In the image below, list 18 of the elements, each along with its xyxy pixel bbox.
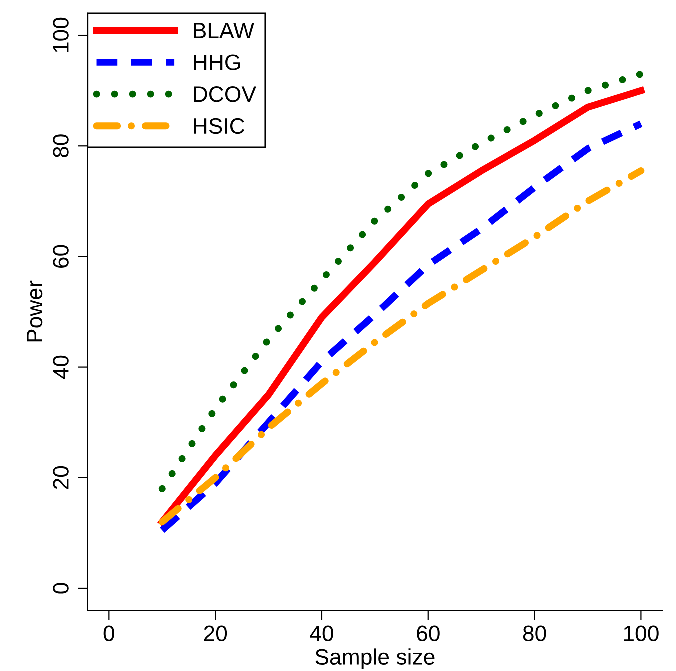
y-axis-title: Power: [27, 280, 43, 342]
legend-label: DCOV: [194, 86, 256, 102]
x-tick-label: 80: [523, 626, 546, 642]
legend-label: HSIC: [194, 118, 245, 134]
y-tick-label: 80: [53, 134, 69, 158]
y-tick-label: 0: [53, 583, 69, 594]
x-tick-label: 20: [204, 626, 228, 642]
y-tick-label: 20: [53, 466, 69, 490]
y-tick-label: 100: [53, 18, 69, 52]
x-tick-label: 40: [310, 626, 334, 642]
y-tick-label: 40: [53, 356, 69, 380]
x-tick-label: 60: [417, 626, 440, 642]
y-tick-label: 60: [53, 245, 69, 268]
x-tick-label: 0: [104, 626, 114, 642]
x-tick-label: 100: [624, 626, 659, 642]
x-axis-title: Sample size: [316, 648, 435, 670]
legend-label: BLAW: [194, 23, 254, 38]
legend-label: HHG: [194, 54, 240, 70]
